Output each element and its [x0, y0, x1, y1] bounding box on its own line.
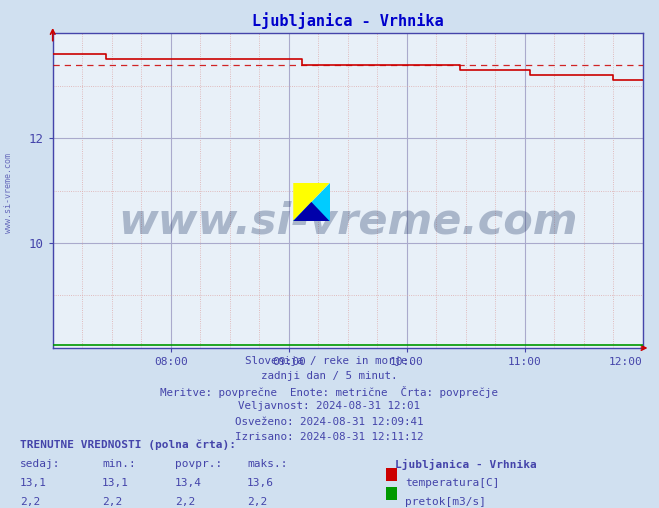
Text: 13,1: 13,1 — [102, 478, 129, 488]
Text: Slovenija / reke in morje.: Slovenija / reke in morje. — [245, 356, 414, 366]
Text: povpr.:: povpr.: — [175, 459, 222, 469]
Polygon shape — [293, 183, 330, 221]
Text: Veljavnost: 2024-08-31 12:01: Veljavnost: 2024-08-31 12:01 — [239, 401, 420, 411]
Text: 13,4: 13,4 — [175, 478, 202, 488]
Text: pretok[m3/s]: pretok[m3/s] — [405, 497, 486, 507]
Text: 2,2: 2,2 — [247, 497, 268, 507]
Polygon shape — [293, 183, 330, 221]
Text: www.si-vreme.com: www.si-vreme.com — [118, 201, 577, 243]
Text: Ljubljanica - Vrhnika: Ljubljanica - Vrhnika — [395, 459, 537, 470]
Title: Ljubljanica - Vrhnika: Ljubljanica - Vrhnika — [252, 12, 444, 29]
Polygon shape — [293, 202, 330, 221]
Text: 13,1: 13,1 — [20, 478, 47, 488]
Text: min.:: min.: — [102, 459, 136, 469]
Text: Meritve: povprečne  Enote: metrične  Črta: povprečje: Meritve: povprečne Enote: metrične Črta:… — [161, 386, 498, 398]
Text: sedaj:: sedaj: — [20, 459, 60, 469]
Text: 13,6: 13,6 — [247, 478, 274, 488]
Text: Osveženo: 2024-08-31 12:09:41: Osveženo: 2024-08-31 12:09:41 — [235, 417, 424, 427]
Text: 2,2: 2,2 — [20, 497, 40, 507]
Text: zadnji dan / 5 minut.: zadnji dan / 5 minut. — [261, 371, 398, 381]
Text: 12:00: 12:00 — [609, 358, 643, 367]
Text: 2,2: 2,2 — [175, 497, 195, 507]
Text: maks.:: maks.: — [247, 459, 287, 469]
Text: 2,2: 2,2 — [102, 497, 123, 507]
Text: TRENUTNE VREDNOSTI (polna črta):: TRENUTNE VREDNOSTI (polna črta): — [20, 439, 236, 450]
Text: Izrisano: 2024-08-31 12:11:12: Izrisano: 2024-08-31 12:11:12 — [235, 432, 424, 442]
Text: www.si-vreme.com: www.si-vreme.com — [4, 153, 13, 233]
Text: temperatura[C]: temperatura[C] — [405, 478, 500, 488]
